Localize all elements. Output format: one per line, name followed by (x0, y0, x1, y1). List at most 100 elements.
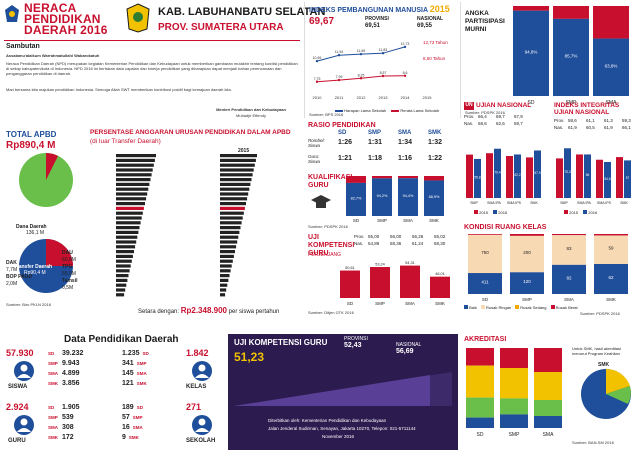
rasio-title: RASIO PENDIDIKAN (308, 122, 376, 129)
un-level-label: SMK (530, 201, 538, 205)
rasio-rombel-value: 1:26 (338, 139, 353, 146)
ipm-year-tick: 2013 (379, 95, 389, 100)
ipm-kab-value: 69,67 (309, 16, 335, 27)
ukg-total-footer2: Jalan Jenderal Sudirman, Senayan, Jakart… (268, 426, 416, 431)
ipm-year: 2015 (429, 4, 450, 14)
anggaran-bar (220, 158, 256, 162)
apbd-title: TOTAL APBD (6, 130, 57, 139)
anggaran-bar (116, 226, 140, 230)
title-line1: NERACA (24, 1, 77, 15)
iiun-nas-value: 66,1 (622, 125, 631, 130)
rasio-guru-value: 1:16 (398, 155, 413, 162)
iiun-panel: INDEKS INTEGRITAS UJIAN NASIONAL Prov. N… (550, 100, 638, 220)
un-bar-chart: 55,8 SMP 70,4 SMA IPA 62,2 SMA IPS 67,9 SMK (466, 148, 541, 205)
un-value-label: 62,2 (514, 173, 520, 177)
siswa-row: SMK 3.856 (48, 380, 104, 387)
apm-bar-remainder (593, 6, 629, 39)
un-value-label: 70,4 (494, 170, 500, 174)
ipm-year-tick: 2014 (401, 95, 411, 100)
ruang-bar-berat (468, 234, 502, 235)
anggaran-bar (220, 269, 231, 273)
anggaran-bar (116, 206, 144, 210)
ruang-legend-label: Rusak Berat (554, 305, 578, 310)
rata-line-point (403, 74, 407, 77)
ukg-bar (400, 265, 420, 298)
harapan-line-point (337, 54, 341, 57)
ruang-level-label: SMP (522, 297, 532, 302)
ukg-total-panel: UJI KOMPETENSI GURU 51,23 PROVINSI 52,43… (228, 334, 458, 450)
region-emblem-icon (126, 3, 150, 33)
guru-row-value: 1.905 (62, 404, 80, 411)
un-legend-2016-swatch (493, 210, 498, 214)
un-badge: UN (464, 102, 474, 110)
ipm-panel: INDEKS PEMBANGUNAN MANUSIA 2015 69,67 PR… (304, 2, 458, 118)
ruang-bar-berat (510, 234, 544, 236)
iiun-bar-2015 (616, 157, 623, 198)
un-bar-2015 (486, 153, 493, 198)
ukg-prov-value: 55,02 (434, 234, 446, 239)
sambutan-panel: Sambutan Assalamu'alaikum Warrahmatullah… (4, 40, 300, 122)
guru-row-level: SMP (48, 415, 58, 420)
akreditasi-segment (534, 348, 562, 372)
anggaran-bar (220, 202, 246, 206)
apm-panel: ANGKA PARTISIPASI MURNI 94,8% SD 85,7% SMP 6… (460, 2, 638, 118)
un-legend-2016: 2016 (498, 210, 508, 215)
anggaran-bar (220, 254, 234, 258)
kelas-row-value: 145 (122, 370, 134, 377)
un-panel: UN UJIAN NASIONAL Prov. Nas. 66,4 58,6 69,… (460, 100, 548, 220)
rasio-level-label: SD (338, 130, 347, 136)
akreditasi-segment (500, 368, 528, 399)
apbd-dana-daerah-value: 136,1 M (26, 230, 45, 236)
anggaran-bar (116, 216, 142, 220)
sekolah-row-level: SMP (132, 415, 143, 420)
ukg-prov-value: 55,00 (368, 234, 380, 239)
guru-row-level: SMK (48, 435, 58, 440)
ruang-bar-ringan (510, 235, 544, 273)
akreditasi-level-label: SD (477, 432, 484, 438)
iiun-nas-value: 61,9 (568, 125, 577, 130)
iiun-bar-2015 (596, 159, 603, 198)
un-bar-2015 (506, 156, 513, 198)
ipm-year-tick: 2012 (357, 95, 367, 100)
siswa-label: SISWA (8, 384, 28, 390)
ukg-total-value: 51,23 (234, 350, 265, 364)
anggaran-title: PERSENTASE ANGGARAN URUSAN PENDIDIKAN DA… (90, 129, 291, 136)
siswa-row: SMP 9.943 (48, 360, 104, 367)
rasio-level-label: SMK (428, 130, 442, 136)
kelas-row-value: 121 (122, 380, 134, 387)
kelas-row-level: SMA (136, 371, 147, 376)
harapan-line-label: 11,83 (379, 48, 388, 52)
ukg-level-label: SMK (435, 301, 445, 306)
anggaran-footer: Setara dengan: Rp2.348.900 per siswa per… (138, 306, 279, 315)
ukg-level-label: SMA (405, 301, 415, 306)
anggaran-bar (116, 230, 139, 234)
siswa-block: 57.930 SISWA SD 39.232 SMP 9.943 SMA 4.899 SMK 3.… (4, 348, 112, 400)
akreditasi-smk-label: SMK (598, 362, 610, 368)
ruang-bar-chart: 411 750 SD 120 200 SMP 82 83 SMA 62 59 SMK (468, 234, 628, 302)
kelas-row-level: SMK (136, 381, 147, 386)
anggaran-bar (116, 158, 155, 162)
anggaran-bar (116, 288, 126, 292)
un-legend: 2015 2016 (474, 210, 507, 215)
ruang-level-label: SMK (606, 297, 616, 302)
anggaran-bar (116, 211, 143, 215)
sekolah-icon (188, 414, 216, 436)
apbd-tpg-value: 55,0M (62, 271, 76, 277)
un-value-label: 55,8 (474, 175, 480, 179)
iiun-bar-2016 (604, 161, 611, 198)
iiun-level-label: SMA IPS (597, 201, 612, 205)
anggaran-bar (116, 278, 128, 282)
iiun-value-label: 66 (586, 173, 590, 177)
anggaran-footer-value: Rp2.348.900 (180, 306, 227, 315)
ukg-nas-label: Nas. (354, 241, 364, 246)
anggaran-bar (220, 293, 226, 297)
akreditasi-note: Untuk SMK, hasil akreditasi menurut Prog… (572, 346, 621, 356)
anggaran-bar (220, 178, 252, 182)
ruang-title: KONDISI RUANG KELAS (464, 224, 547, 231)
anggaran-bar (116, 250, 134, 254)
ruang-bar-ringan (468, 234, 502, 274)
anggaran-bar (220, 245, 237, 249)
logo-icon (4, 4, 20, 24)
anggaran-bar (220, 197, 248, 201)
ukg-title: UJI KOMPETENSI GURU (308, 234, 355, 257)
